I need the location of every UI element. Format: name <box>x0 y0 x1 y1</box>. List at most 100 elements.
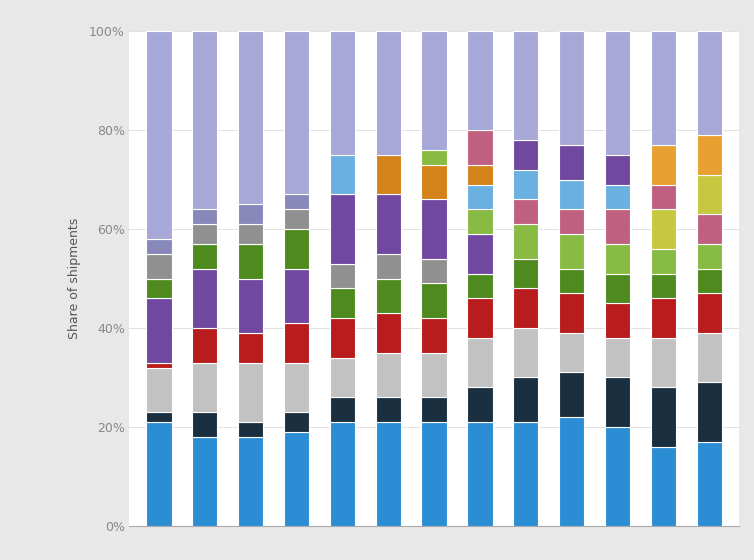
Bar <box>375 313 401 353</box>
Bar <box>421 259 446 283</box>
Bar <box>513 422 538 526</box>
Bar <box>421 397 446 422</box>
Bar <box>605 338 630 377</box>
Bar <box>146 31 172 239</box>
Bar <box>651 447 676 526</box>
Bar <box>284 229 309 269</box>
Bar <box>238 244 263 278</box>
Bar <box>192 224 217 244</box>
Bar <box>146 239 172 254</box>
Bar <box>284 194 309 209</box>
Bar <box>467 234 492 273</box>
Bar <box>513 259 538 288</box>
Bar <box>192 31 217 209</box>
Bar <box>192 269 217 328</box>
Bar <box>651 185 676 209</box>
Bar <box>192 412 217 437</box>
Bar <box>146 254 172 278</box>
Bar <box>697 382 722 442</box>
Bar <box>375 353 401 397</box>
Bar <box>559 180 584 209</box>
Bar <box>559 372 584 417</box>
Bar <box>146 278 172 298</box>
Bar <box>605 273 630 303</box>
Bar <box>375 194 401 254</box>
Bar <box>513 377 538 422</box>
Bar <box>605 244 630 273</box>
Bar <box>329 397 355 422</box>
Bar <box>605 185 630 209</box>
Bar <box>697 269 722 293</box>
Bar <box>146 367 172 412</box>
Bar <box>513 199 538 224</box>
Bar <box>697 293 722 333</box>
Bar <box>513 31 538 140</box>
Bar <box>467 298 492 338</box>
Bar <box>605 303 630 338</box>
Bar <box>513 328 538 377</box>
Bar <box>284 209 309 229</box>
Bar <box>697 214 722 244</box>
Bar <box>697 135 722 175</box>
Bar <box>513 170 538 199</box>
Bar <box>421 318 446 353</box>
Bar <box>375 254 401 278</box>
Bar <box>329 422 355 526</box>
Bar <box>421 199 446 259</box>
Bar <box>421 353 446 397</box>
Bar <box>605 209 630 244</box>
Bar <box>559 417 584 526</box>
Bar <box>284 432 309 526</box>
Bar <box>697 442 722 526</box>
Bar <box>605 31 630 155</box>
Bar <box>467 31 492 130</box>
Bar <box>605 155 630 185</box>
Bar <box>329 288 355 318</box>
Bar <box>375 155 401 194</box>
Bar <box>513 288 538 328</box>
Bar <box>192 209 217 224</box>
Bar <box>559 234 584 269</box>
Bar <box>192 328 217 362</box>
Bar <box>192 244 217 269</box>
Bar <box>651 209 676 249</box>
Bar <box>192 362 217 412</box>
Bar <box>559 209 584 234</box>
Bar <box>375 31 401 155</box>
Bar <box>697 244 722 269</box>
Bar <box>284 362 309 412</box>
Bar <box>238 31 263 204</box>
Bar <box>559 31 584 145</box>
Bar <box>238 437 263 526</box>
Bar <box>467 338 492 388</box>
Bar <box>513 140 538 170</box>
Bar <box>329 155 355 194</box>
Bar <box>375 422 401 526</box>
Bar <box>559 293 584 333</box>
Bar <box>329 318 355 358</box>
Bar <box>467 130 492 165</box>
Bar <box>284 323 309 362</box>
Bar <box>467 209 492 234</box>
Bar <box>284 412 309 432</box>
Bar <box>192 437 217 526</box>
Bar <box>697 175 722 214</box>
Bar <box>284 31 309 194</box>
Bar <box>559 269 584 293</box>
Bar <box>146 298 172 362</box>
Bar <box>421 422 446 526</box>
Bar <box>605 377 630 427</box>
Bar <box>238 362 263 422</box>
Bar <box>651 273 676 298</box>
Bar <box>467 422 492 526</box>
Bar <box>238 204 263 224</box>
Bar <box>375 397 401 422</box>
Bar <box>421 283 446 318</box>
Bar <box>284 269 309 323</box>
Bar <box>651 338 676 388</box>
Bar <box>467 185 492 209</box>
Bar <box>329 194 355 264</box>
Bar <box>421 150 446 165</box>
Bar <box>697 31 722 135</box>
Bar <box>605 427 630 526</box>
